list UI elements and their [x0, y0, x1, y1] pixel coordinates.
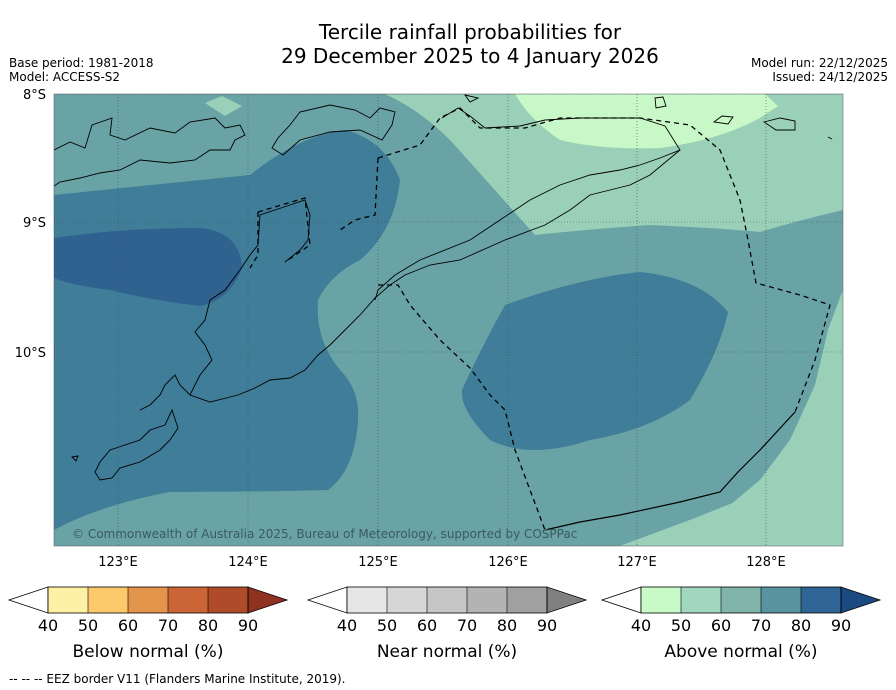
model-run: Model run: 22/12/2025 [750, 56, 888, 70]
above-legend-swatch-70-80 [761, 587, 801, 613]
near-legend-swatch-70-80 [467, 587, 507, 613]
near-legend-swatch-40-50 [347, 587, 387, 613]
lon-label-127e: 127°E [617, 555, 657, 570]
lon-label-125e: 125°E [358, 555, 398, 570]
above-legend-tick-60: 60 [711, 616, 731, 635]
near-legend-tick-90: 90 [537, 616, 557, 635]
timor-coastline [139, 149, 681, 411]
wetar-coastline [374, 107, 681, 301]
below-legend-tick-90: 90 [238, 616, 258, 635]
below-legend-swatch-40-50 [48, 587, 88, 613]
lon-label-124e: 124°E [228, 555, 268, 570]
flores-coastline [54, 117, 246, 187]
below-legend-swatch-70-80 [168, 587, 208, 613]
probability-70-80-region-east [461, 272, 728, 450]
near-legend-swatch-80-90 [507, 587, 547, 613]
meta-left: Base period: 1981-2018 Model: ACCESS-S2 [9, 56, 154, 84]
near-legend-tick-40: 40 [337, 616, 357, 635]
near-legend-tick-70: 70 [457, 616, 477, 635]
near-legend-swatch-60-70 [427, 587, 467, 613]
above-legend-swatch-80-90 [801, 587, 841, 613]
near-legend-under-arrow [306, 586, 348, 614]
near-legend-tick-60: 60 [417, 616, 437, 635]
footer-note: -- -- -- EEZ border V11 (Flanders Marine… [9, 672, 346, 686]
map-title: Tercile rainfall probabilities for 29 De… [0, 20, 896, 68]
below-legend-tick-70: 70 [158, 616, 178, 635]
islet-4 [762, 117, 796, 131]
legend-above-normal: 40 50 60 70 80 90 Above normal (%) [600, 586, 882, 662]
probability-40-50-region [515, 94, 778, 149]
above-legend-tick-50: 50 [671, 616, 691, 635]
above-legend-under-arrow [600, 586, 642, 614]
title-line-2: 29 December 2025 to 4 January 2026 [281, 44, 659, 68]
islet-2 [654, 96, 667, 109]
eez-border [249, 107, 831, 531]
probability-50-60-region [385, 94, 843, 546]
below-legend-over-arrow [247, 586, 289, 614]
below-legend-tick-60: 60 [118, 616, 138, 635]
above-legend-outline [640, 586, 842, 614]
above-legend-swatch-50-60 [681, 587, 721, 613]
lat-label-9s: 9°S [23, 216, 46, 231]
lon-label-128e: 128°E [746, 555, 786, 570]
model-name: Model: ACCESS-S2 [9, 70, 121, 84]
below-legend-swatch-80-90 [208, 587, 248, 613]
below-legend-label: Below normal (%) [73, 642, 224, 662]
near-legend-tick-80: 80 [497, 616, 517, 635]
islet-3 [712, 115, 734, 125]
lat-label-8s: 8°S [23, 88, 46, 103]
probability-80-90-region-west [54, 228, 242, 306]
above-legend-label: Above normal (%) [664, 642, 817, 662]
islet-5 [827, 136, 833, 140]
above-legend-swatch-40-50 [641, 587, 681, 613]
above-legend-swatch-60-70 [721, 587, 761, 613]
above-legend-tick-80: 80 [791, 616, 811, 635]
savu-coastline [94, 408, 179, 481]
lon-label-126e: 126°E [488, 555, 528, 570]
base-period: Base period: 1981-2018 [9, 56, 154, 70]
alor-coastline [271, 104, 396, 156]
copyright-text: © Commonwealth of Australia 2025, Bureau… [72, 527, 577, 541]
map-panel: © Commonwealth of Australia 2025, Bureau… [54, 94, 843, 546]
legend-below-normal: 40 50 60 70 80 90 Below normal (%) [7, 586, 289, 662]
above-legend-over-arrow [840, 586, 882, 614]
land-border [544, 411, 796, 531]
below-legend-under-arrow [7, 586, 49, 614]
map-frame [53, 93, 844, 547]
rote-coastline [189, 199, 311, 396]
axis-labels: 8°S 9°S 10°S 123°E 124°E 125°E 126°E 127… [15, 88, 786, 570]
near-legend-tick-50: 50 [377, 616, 397, 635]
issued-date: Issued: 24/12/2025 [772, 70, 888, 84]
islet-6 [463, 94, 480, 103]
below-legend-swatch-50-60 [88, 587, 128, 613]
below-legend-tick-40: 40 [38, 616, 58, 635]
near-legend-outline [346, 586, 548, 614]
above-legend-tick-40: 40 [631, 616, 651, 635]
lon-label-123e: 123°E [98, 555, 138, 570]
near-legend-swatch-50-60 [387, 587, 427, 613]
below-legend-tick-80: 80 [198, 616, 218, 635]
near-legend-label: Near normal (%) [377, 642, 517, 662]
above-legend-tick-90: 90 [831, 616, 851, 635]
above-legend-tick-70: 70 [751, 616, 771, 635]
title-line-1: Tercile rainfall probabilities for [318, 20, 622, 44]
coastlines [54, 94, 833, 481]
meta-right: Model run: 22/12/2025 Issued: 24/12/2025 [751, 56, 888, 84]
legend-near-normal: 40 50 60 70 80 90 Near normal (%) [306, 586, 588, 662]
near-legend-over-arrow [546, 586, 588, 614]
below-legend-tick-50: 50 [78, 616, 98, 635]
below-legend-outline [47, 586, 249, 614]
lat-label-10s: 10°S [15, 346, 46, 361]
below-legend-swatch-60-70 [128, 587, 168, 613]
islet-1 [71, 455, 79, 462]
